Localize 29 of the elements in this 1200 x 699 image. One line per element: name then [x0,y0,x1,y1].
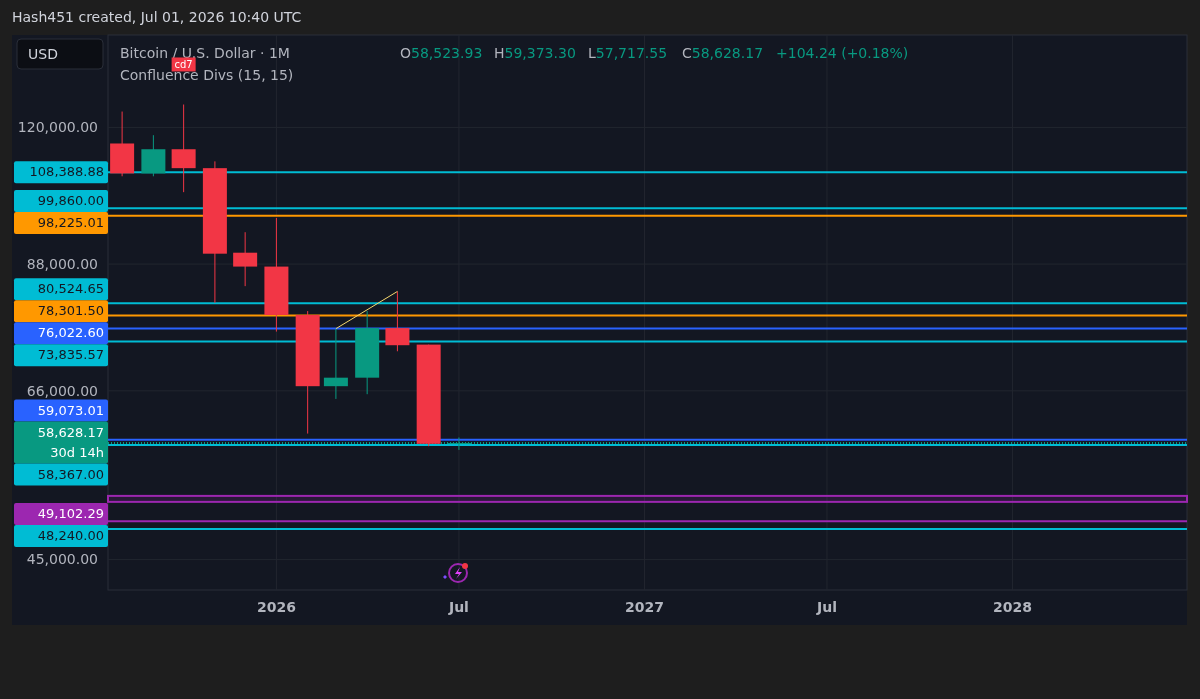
annotation: L57,717.55 [588,45,668,61]
text: USD [28,46,58,62]
x-tick-label: 2028 [993,599,1033,615]
annotation: O58,523.93 [400,45,483,61]
ref-line-label: 59,073.01 [37,402,104,418]
x-tick-label: 2027 [624,599,664,615]
ref-line-label: 58,628.17 30d 14h [37,424,104,460]
x-tick-label: Jul [447,599,469,615]
y-tick-label: 45,000.00 [26,551,98,568]
ref-line-label: 48,240.00 [37,528,104,544]
annotation: C58,628.17 [682,45,764,61]
y-tick-label: 120,000.00 [17,119,98,136]
ref-line-label: 80,524.65 [37,281,104,297]
ref-line-label: 99,860.00 [37,193,104,208]
x-tick-label: 2026 [256,599,296,615]
ref-line-label: 49,102.29 [37,506,104,522]
ref-line-label: 78,301.50 [37,303,104,319]
ref-line-label: 73,835.57 [37,347,104,363]
annotation: H59,373.30 [494,45,576,61]
ref-line-label: 98,225.01 [37,215,104,230]
x-tick-label: Jul [816,599,837,615]
text: Hash451 created, Jul 01, 2026 10:40 UTC [12,9,302,25]
y-tick-label: 66,000.00 [26,382,98,399]
y-tick-label: 88,000.00 [26,255,98,272]
ref-line-label: 58,367.00 [37,466,104,482]
annotation: cd7 [174,59,193,71]
ref-line-label: 108,388.88 [29,164,104,180]
ref-line-label: 76,022.60 [37,325,104,341]
annotation: +104.24 (+0.18%) [776,45,909,61]
